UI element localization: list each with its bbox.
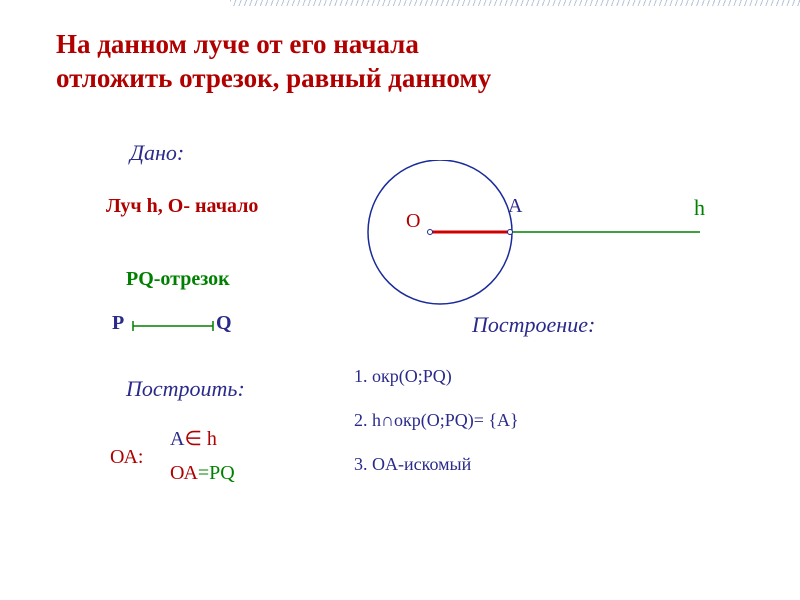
construction-label: Построение: — [472, 312, 595, 338]
point-o-icon — [428, 230, 433, 235]
ray-h-text: h — [694, 195, 705, 221]
step-2: 2. h∩окр(O;PQ)= {A} — [354, 410, 519, 431]
title-line-2: отложить отрезок, равный данному — [56, 63, 491, 93]
in-h: ∈ h — [184, 428, 216, 450]
oa-label: ОА: — [110, 446, 143, 469]
a-in-h: А∈ h — [170, 426, 217, 451]
construction-diagram — [360, 160, 710, 320]
a-letter: А — [170, 428, 184, 450]
point-a-label: А — [508, 195, 522, 218]
title-line-1: На данном луче от его начала — [56, 29, 419, 59]
point-o-label: О — [406, 210, 420, 233]
given-label: Дано: — [130, 140, 184, 166]
oa-red: ОА — [170, 462, 198, 484]
header-hatch — [230, 0, 800, 6]
point-p-label: P — [112, 312, 124, 335]
segment-pq-label: PQ-отрезок — [126, 268, 230, 291]
point-a-icon — [508, 230, 513, 235]
step-3: 3. OA-искомый — [354, 454, 471, 475]
pq-segment-icon — [128, 320, 228, 334]
eq-pq-green: =PQ — [198, 462, 235, 484]
ray-h-label: Луч h, О- начало — [106, 195, 258, 218]
construct-label: Построить: — [126, 376, 245, 402]
step-1: 1. окр(О;PQ) — [354, 366, 452, 387]
slide-title: На данном луче от его начала отложить от… — [56, 28, 491, 96]
oa-eq-pq: ОА=PQ — [170, 462, 235, 485]
